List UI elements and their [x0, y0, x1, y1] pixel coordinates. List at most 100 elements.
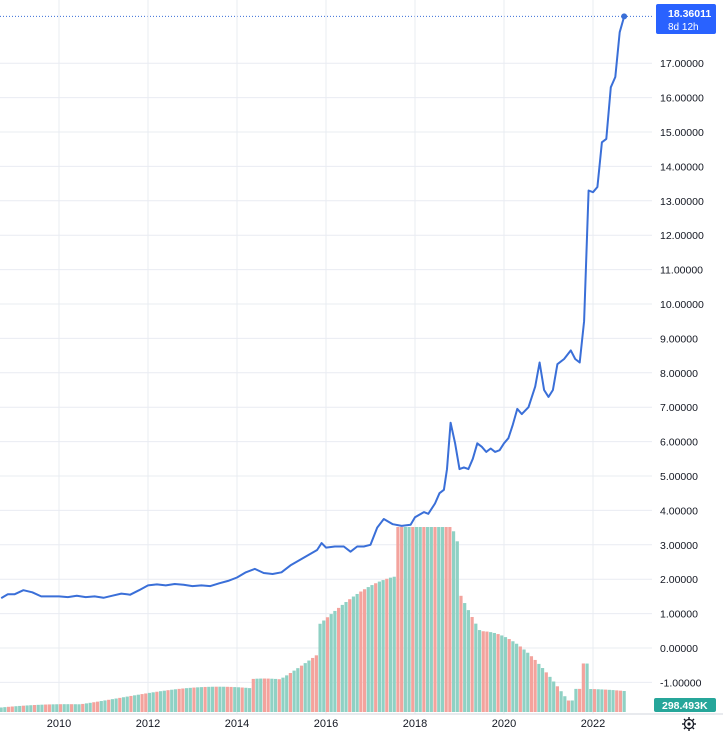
y-tick-label: 13.00000 — [660, 196, 704, 208]
volume-bar — [507, 639, 511, 712]
volume-bar — [537, 663, 541, 712]
volume-bar — [474, 623, 478, 712]
volume-bar — [374, 583, 378, 712]
volume-bar — [589, 689, 593, 712]
volume-bar — [233, 687, 237, 712]
volume-bar — [477, 630, 482, 712]
volume-bar — [522, 649, 526, 712]
volume-bar — [485, 631, 489, 712]
volume-bar — [448, 527, 452, 712]
volume-bar — [515, 643, 519, 712]
volume-bar — [262, 678, 267, 712]
volume-bar — [129, 695, 133, 712]
y-tick-label: 11.00000 — [660, 265, 703, 277]
price-axis[interactable]: 17.00000 16.00000 15.00000 14.00000 13.00000… — [660, 58, 704, 689]
volume-bar — [259, 678, 263, 712]
volume-bar — [411, 527, 415, 712]
volume-bar — [544, 672, 548, 712]
volume-bar — [288, 673, 292, 712]
y-tick-label: 12.00000 — [660, 230, 704, 242]
volume-badge: 298.493K — [654, 698, 716, 712]
volume-bar — [88, 702, 92, 712]
volume-bar — [225, 686, 229, 712]
volume-bar — [559, 691, 563, 712]
volume-bar — [214, 686, 218, 712]
time-axis[interactable]: 2010 2012 2014 2016 2018 2020 2022 — [47, 718, 605, 730]
volume-bar — [121, 697, 126, 712]
y-tick-label: 15.00000 — [660, 127, 704, 139]
volume-bar — [370, 585, 374, 712]
volume-label: 298.493K — [662, 700, 708, 712]
volume-bar — [318, 623, 322, 712]
volume-bar — [110, 699, 114, 712]
volume-bar — [147, 692, 152, 712]
volume-bar — [92, 702, 96, 712]
volume-bar — [162, 690, 166, 712]
volume-bar — [607, 689, 611, 712]
volume-bar — [351, 596, 356, 712]
x-tick-label: 2022 — [581, 718, 605, 730]
countdown-label: 8d 12h — [668, 22, 699, 33]
volume-bar — [540, 668, 545, 712]
volume-bar — [40, 704, 44, 712]
volume-bar — [444, 527, 448, 712]
volume-bar — [578, 688, 582, 712]
settings-gear-icon[interactable] — [682, 717, 696, 731]
volume-bar — [548, 676, 552, 712]
volume-bar — [362, 589, 367, 712]
volume-bar — [3, 707, 7, 712]
volume-bar — [81, 703, 85, 712]
volume-bar — [366, 587, 370, 712]
y-tick-label: 17.00000 — [660, 58, 704, 70]
volume-bar — [173, 689, 178, 712]
volume-bar — [459, 595, 463, 712]
volume-bar — [388, 577, 393, 712]
y-tick-label: 4.00000 — [660, 505, 698, 517]
volume-bar — [381, 580, 385, 712]
volume-bar — [377, 581, 381, 712]
y-tick-label: 9.00000 — [660, 333, 698, 345]
volume-bar — [292, 670, 296, 712]
y-tick-label: 10.00000 — [660, 299, 704, 311]
volume-bar — [296, 668, 300, 712]
volume-bar — [144, 693, 148, 712]
volume-bar — [222, 686, 226, 712]
volume-bar — [429, 527, 433, 712]
volume-bar — [236, 687, 241, 712]
volume-bar — [322, 620, 326, 712]
volume-bar — [355, 593, 359, 712]
grid-lines — [0, 0, 652, 714]
y-tick-label: 7.00000 — [660, 402, 698, 414]
volume-bar — [426, 527, 430, 712]
volume-bar — [58, 704, 63, 712]
volume-bar — [125, 696, 129, 712]
volume-bar — [44, 704, 48, 712]
x-tick-label: 2020 — [492, 718, 516, 730]
volume-bar — [433, 527, 437, 712]
volume-bar — [325, 617, 330, 712]
volume-bar — [181, 688, 185, 712]
volume-bar — [199, 687, 203, 712]
y-tick-label: 16.00000 — [660, 93, 704, 105]
volume-bar — [311, 657, 315, 712]
volume-bar — [51, 704, 55, 712]
volume-bar — [103, 700, 107, 712]
volume-bar — [533, 659, 537, 712]
volume-bar — [329, 614, 333, 712]
volume-bar — [385, 578, 389, 712]
volume-badge-bg — [654, 698, 716, 712]
y-tick-label: 5.00000 — [660, 471, 698, 483]
volume-bar — [266, 678, 270, 712]
volume-bar — [396, 527, 400, 712]
volume-bar — [192, 687, 196, 712]
volume-bar — [36, 704, 40, 712]
y-tick-label: 8.00000 — [660, 368, 698, 380]
volume-bar — [422, 527, 426, 712]
volume-bar — [496, 634, 500, 712]
volume-bar — [463, 603, 467, 712]
volume-bar — [503, 637, 508, 712]
volume-bar — [229, 686, 233, 712]
x-tick-label: 2016 — [314, 718, 338, 730]
volume-bar — [155, 691, 159, 712]
volume-bar — [29, 705, 33, 712]
